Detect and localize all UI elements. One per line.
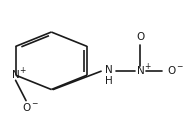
Text: N: N: [137, 66, 144, 76]
Text: O: O: [167, 66, 176, 76]
Text: N: N: [105, 65, 112, 75]
Text: −: −: [176, 62, 183, 71]
Text: −: −: [31, 99, 37, 108]
Text: +: +: [19, 66, 26, 75]
Text: +: +: [144, 62, 151, 71]
Text: H: H: [105, 76, 112, 86]
Text: N: N: [12, 70, 19, 80]
Text: O: O: [22, 103, 30, 113]
Text: O: O: [136, 32, 145, 42]
